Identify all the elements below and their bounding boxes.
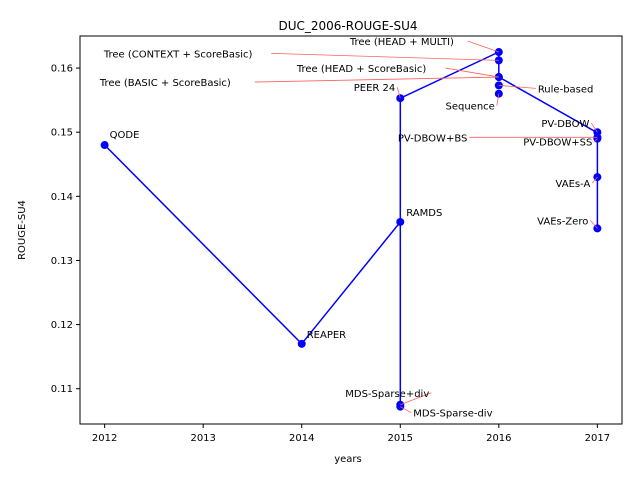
axis-ticks: 2012 2013 2014 2015 2016 2017 0.11 0.12 0.13 0.14… bbox=[51, 64, 610, 444]
annotation-arrow bbox=[590, 220, 598, 229]
annotation-arrow bbox=[254, 76, 499, 83]
annotation-arrow bbox=[445, 67, 499, 78]
point-label: VAEs-A bbox=[556, 179, 591, 190]
point-label: RAMDS bbox=[406, 208, 442, 219]
point-label: PEER 24 bbox=[354, 83, 396, 94]
point-label: MDS-Sparse-div bbox=[413, 409, 492, 420]
point-label: VAEs-Zero bbox=[537, 216, 588, 227]
annotation-arrow bbox=[496, 93, 500, 106]
annotation-arrow bbox=[271, 52, 499, 61]
annotation-arrow bbox=[467, 40, 499, 53]
x-tick-label: 2016 bbox=[486, 433, 511, 444]
point-label: Tree (CONTEXT + ScoreBasic) bbox=[103, 49, 253, 60]
point-label: Tree (HEAD + MULTI) bbox=[349, 37, 454, 48]
annotation-arrow bbox=[592, 176, 598, 184]
chart-title: DUC_2006-ROUGE-SU4 bbox=[278, 19, 417, 33]
x-tick-label: 2013 bbox=[190, 433, 215, 444]
annotation-arrow bbox=[594, 138, 598, 142]
annotation-arrow bbox=[396, 87, 401, 99]
x-tick-label: 2014 bbox=[289, 433, 314, 444]
point-label: Rule-based bbox=[538, 84, 594, 95]
point-label: QODE bbox=[110, 130, 140, 141]
point-label: PV-DBOW bbox=[541, 119, 589, 130]
series-line bbox=[104, 50, 599, 406]
point-label: Tree (HEAD + ScoreBasic) bbox=[296, 64, 427, 75]
data-point bbox=[297, 339, 306, 348]
point-label: Sequence bbox=[445, 102, 494, 113]
x-tick-label: 2012 bbox=[92, 433, 117, 444]
y-tick-label: 0.11 bbox=[51, 384, 73, 395]
x-axis-label: years bbox=[334, 454, 362, 465]
point-label: MDS-Sparse+div bbox=[345, 389, 429, 400]
y-tick-label: 0.14 bbox=[51, 192, 73, 203]
x-tick-label: 2015 bbox=[388, 433, 413, 444]
point-label: PV-DBOW+BS bbox=[398, 133, 467, 144]
annotations: QODE REAPER RAMDS PEER 24 MDS-Sparse+div MDS-… bbox=[99, 37, 598, 420]
point-label: Tree (BASIC + ScoreBasic) bbox=[99, 78, 231, 89]
y-tick-label: 0.16 bbox=[51, 64, 73, 75]
annotation-arrow bbox=[400, 392, 432, 406]
annotation-arrow bbox=[498, 84, 536, 89]
data-point bbox=[396, 217, 405, 226]
data-point bbox=[100, 141, 109, 150]
point-label: REAPER bbox=[307, 330, 346, 341]
annotation-arrow bbox=[400, 406, 412, 414]
x-tick-label: 2017 bbox=[585, 433, 610, 444]
point-label: PV-DBOW+SS bbox=[523, 138, 592, 149]
y-tick-label: 0.13 bbox=[51, 256, 73, 267]
y-tick-label: 0.12 bbox=[51, 320, 73, 331]
y-tick-label: 0.15 bbox=[51, 128, 73, 139]
annotation-arrow bbox=[591, 122, 598, 133]
axes-frame bbox=[79, 35, 623, 425]
y-axis-label: ROUGE-SU4 bbox=[17, 200, 28, 260]
